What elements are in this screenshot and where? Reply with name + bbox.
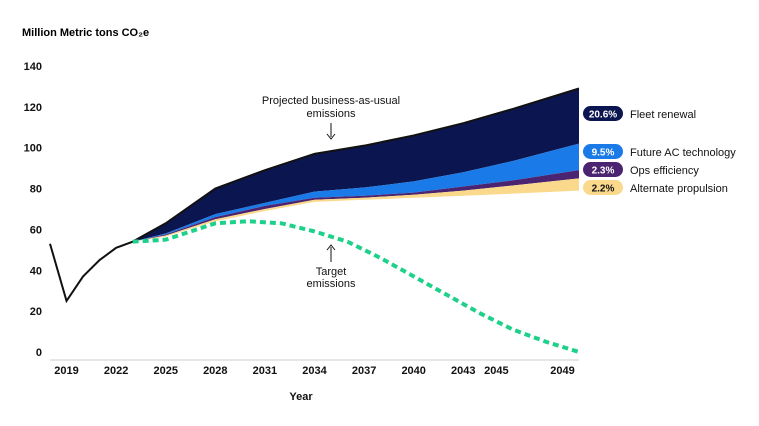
x-axis-title: Year bbox=[289, 391, 313, 403]
legend-pill bbox=[583, 106, 623, 121]
x-tick-label: 2049 bbox=[550, 365, 574, 377]
x-tick-label: 2022 bbox=[104, 365, 128, 377]
x-tick-label: 2031 bbox=[253, 365, 277, 377]
area-alternate-propulsion bbox=[132, 178, 579, 242]
x-tick-label: 2019 bbox=[54, 365, 78, 377]
y-tick-label: 0 bbox=[36, 347, 42, 359]
legend-label: Alternate propulsion bbox=[630, 183, 728, 195]
area-fleet-renewal bbox=[132, 88, 579, 242]
y-tick-label: 120 bbox=[24, 102, 42, 114]
x-tick-label: 2025 bbox=[153, 365, 177, 377]
x-tick-label: 2028 bbox=[203, 365, 227, 377]
legend-label: Fleet renewal bbox=[630, 109, 696, 121]
legend-label: Future AC technology bbox=[630, 147, 736, 159]
annotation-bau-line2: emissions bbox=[307, 108, 356, 120]
annotation-target-line1: Target bbox=[316, 266, 347, 278]
target-emissions-line bbox=[132, 219, 580, 354]
x-tick-label: 2040 bbox=[401, 365, 425, 377]
annotation-target-arrowhead bbox=[326, 244, 336, 251]
y-tick-label: 100 bbox=[24, 143, 42, 155]
legend-item-future-ac-technology: 9.5% Future AC technology bbox=[583, 144, 736, 159]
x-tick-label: 2045 bbox=[484, 365, 508, 377]
legend-item-fleet-renewal: 20.6% Fleet renewal bbox=[583, 106, 696, 121]
x-tick-label: 2037 bbox=[352, 365, 376, 377]
y-axis-title: Million Metric tons CO₂e bbox=[22, 27, 149, 39]
y-tick-label: 60 bbox=[30, 224, 42, 236]
x-tick-label: 2034 bbox=[302, 365, 327, 377]
annotation-bau-arrowhead bbox=[326, 133, 336, 140]
legend-item-alternate-propulsion: 2.2% Alternate propulsion bbox=[583, 180, 728, 195]
legend-pill bbox=[583, 162, 623, 177]
y-tick-label: 20 bbox=[30, 306, 42, 318]
legend-label: Ops efficiency bbox=[630, 165, 699, 177]
y-tick-label: 80 bbox=[30, 184, 42, 196]
legend-pct: 2.3% bbox=[592, 166, 615, 177]
stacked-layers bbox=[132, 88, 579, 242]
annotation-bau-line1: Projected business-as-usual bbox=[262, 95, 400, 107]
y-tick-label: 40 bbox=[30, 265, 42, 277]
historical-bau-line bbox=[49, 87, 580, 304]
y-tick-label: 140 bbox=[24, 61, 42, 73]
area-ops-efficiency bbox=[132, 170, 579, 242]
legend-item-ops-efficiency: 2.3% Ops efficiency bbox=[583, 162, 699, 177]
legend: 20.6% Fleet renewal 9.5% Future AC technolo… bbox=[583, 106, 736, 195]
legend-pill bbox=[583, 180, 623, 195]
x-tick-label: 2043 bbox=[451, 365, 475, 377]
legend-pct: 20.6% bbox=[589, 110, 617, 121]
x-ticks: 2019 2022 2025 2028 2031 2034 2037 2040 2043 2045… bbox=[50, 359, 579, 377]
legend-pct: 9.5% bbox=[592, 148, 615, 159]
legend-pill bbox=[583, 144, 623, 159]
area-future-ac-technology bbox=[132, 143, 579, 242]
annotation-bau: Projected business-as-usual emissions bbox=[262, 95, 400, 140]
y-ticks: 0 20 40 60 80 100 120 140 bbox=[24, 61, 42, 359]
legend-pct: 2.2% bbox=[592, 184, 615, 195]
annotation-target: Target emissions bbox=[307, 244, 356, 290]
annotation-target-line2: emissions bbox=[307, 278, 356, 290]
lines-group bbox=[49, 87, 580, 354]
